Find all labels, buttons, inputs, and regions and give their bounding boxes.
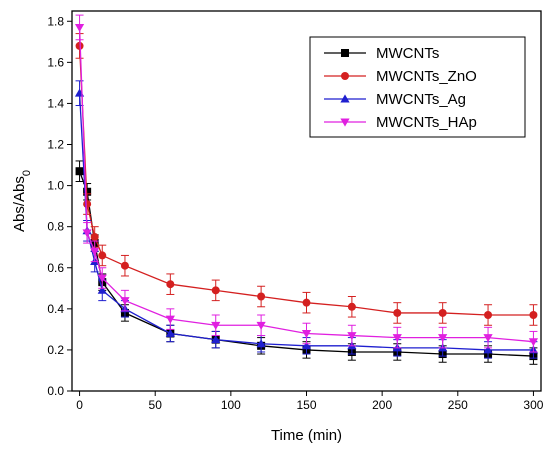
data-point <box>97 274 107 283</box>
legend-swatch-marker <box>341 49 349 57</box>
x-tick-label: 100 <box>221 398 241 412</box>
x-tick-label: 0 <box>76 398 83 412</box>
data-point <box>301 330 312 339</box>
data-point <box>74 88 85 97</box>
legend-label: MWCNTs_HAp <box>376 114 477 131</box>
y-tick-label: 0.8 <box>47 220 64 234</box>
legend-swatch-marker <box>340 94 350 103</box>
y-tick-label: 1.6 <box>47 55 64 69</box>
data-point <box>98 251 107 260</box>
legend-label: MWCNTs_ZnO <box>376 68 477 85</box>
series-mwcnts-hap <box>74 14 539 353</box>
data-point <box>90 247 100 256</box>
data-point <box>483 334 493 343</box>
data-point <box>393 308 402 317</box>
data-point <box>302 298 311 307</box>
y-axis-title: Abs/Abs0 <box>11 170 33 232</box>
data-point <box>347 332 357 341</box>
y-tick-label: 1.8 <box>47 14 64 28</box>
x-tick-label: 200 <box>372 398 392 412</box>
data-point <box>301 341 312 350</box>
legend-label: MWCNTs_Ag <box>376 91 466 108</box>
ticks-layer: 0 50 100 150 200 250 300 0.0 0.2 0.4 0.6 0.8 1.0 1.2 1… <box>47 14 543 412</box>
x-tick-label: 300 <box>523 398 543 412</box>
series-line <box>78 27 534 343</box>
x-tick-label: 250 <box>448 398 468 412</box>
y-tick-label: 1.2 <box>47 138 64 152</box>
data-point <box>256 339 266 348</box>
legend: MWCNTs MWCNTs_ZnO MWCNTs_Ag MWCNTs_HAp <box>309 36 526 138</box>
legend-item: MWCNTs_HAp <box>324 114 477 131</box>
legend-swatch-marker <box>341 72 349 80</box>
legend-item: MWCNTs_ZnO <box>324 68 477 85</box>
data-point <box>90 232 99 241</box>
data-point <box>529 311 538 319</box>
x-tick-label: 50 <box>149 398 163 412</box>
data-point <box>82 229 92 238</box>
legend-swatch-marker <box>340 118 350 127</box>
data-point <box>347 302 356 311</box>
data-point <box>166 280 175 289</box>
data-point <box>74 23 85 33</box>
data-point <box>211 286 220 295</box>
data-point <box>165 315 175 324</box>
data-point <box>120 261 129 270</box>
data-point <box>120 297 130 306</box>
series-mwcnts-zno <box>75 33 538 326</box>
legend-item: MWCNTs <box>324 45 439 62</box>
data-point <box>165 328 175 337</box>
data-point <box>483 345 493 354</box>
data-point <box>83 200 92 209</box>
y-tick-label: 0.2 <box>47 343 64 357</box>
data-point <box>484 311 493 319</box>
data-point <box>211 321 221 330</box>
series-line <box>78 93 534 351</box>
y-axis-title-main: Abs/Abs <box>11 176 28 232</box>
y-axis-title-subscript: 0 <box>21 170 33 176</box>
data-point <box>392 334 402 343</box>
legend-label: MWCNTs <box>376 45 439 62</box>
data-point <box>438 334 448 343</box>
x-tick-label: 150 <box>296 398 316 412</box>
y-tick-label: 0.4 <box>47 302 64 316</box>
y-tick-label: 0.0 <box>47 384 64 398</box>
data-point <box>438 308 447 317</box>
data-point <box>75 41 84 50</box>
data-point <box>528 338 539 347</box>
data-point <box>211 335 221 344</box>
data-point <box>257 292 266 301</box>
data-point <box>75 167 84 176</box>
data-point <box>256 321 266 330</box>
data-point <box>97 285 107 294</box>
y-tick-label: 0.6 <box>47 261 64 275</box>
y-tick-label: 1.0 <box>47 179 64 193</box>
x-axis-title: Time (min) <box>271 427 342 444</box>
series-layer <box>74 14 539 365</box>
y-tick-label: 1.4 <box>47 96 64 110</box>
legend-item: MWCNTs_Ag <box>324 91 466 108</box>
